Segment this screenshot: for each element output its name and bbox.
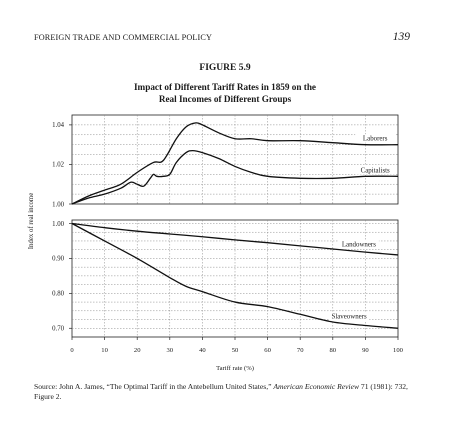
lower-y-tick-label: 1.00 [52, 221, 64, 228]
upper-y-tick-label: 1.04 [52, 122, 64, 129]
x-tick-label: 70 [297, 347, 304, 354]
source-journal: American Economic Review [273, 382, 360, 391]
x-tick-label: 20 [134, 347, 141, 354]
series-label-bg-landowners [338, 240, 379, 249]
series-label-landowners: Landowners [342, 242, 376, 249]
series-line-slaveowners [71, 222, 399, 329]
source-note: Source: John A. James, “The Optimal Tari… [34, 382, 419, 402]
running-head: FOREIGN TRADE AND COMMERCIAL POLICY [34, 33, 213, 42]
lower-y-tick-label: 0.70 [52, 326, 64, 333]
page-number: 139 [392, 31, 410, 43]
page-header: FOREIGN TRADE AND COMMERCIAL POLICY 139 [34, 31, 410, 47]
upper-y-tick-label: 1.00 [52, 201, 64, 208]
x-tick-label: 80 [330, 347, 337, 354]
x-tick-label: 40 [199, 347, 206, 354]
series-label-slaveowners: Slaveowners [331, 314, 367, 321]
x-tick-label: 10 [101, 347, 108, 354]
source-suffix: 71 (1981): 732, Figure 2. [34, 382, 408, 401]
series-line-laborers [71, 122, 399, 205]
figure-label: FIGURE 5.9 [199, 63, 251, 73]
lower-y-tick-label: 0.90 [52, 256, 64, 263]
figure-title: Impact of Different Tariff Rates in 1859… [0, 82, 450, 105]
x-tick-label: 90 [362, 347, 369, 354]
x-tick-label: 30 [167, 347, 174, 354]
figure-title-line-2: Real Incomes of Different Groups [158, 93, 292, 104]
series-label-bg-laborers [355, 134, 396, 143]
series-line-capitalists [71, 149, 399, 205]
series-label-laborers: Laborers [363, 136, 388, 143]
series-label-bg-capitalists [355, 165, 396, 175]
x-tick-label: 100 [393, 347, 404, 354]
upper-y-tick-label: 1.02 [52, 162, 64, 169]
x-tick-label: 0 [70, 347, 74, 354]
y-axis-label: Index of real income [28, 193, 35, 249]
lower-y-tick-label: 0.80 [52, 291, 64, 298]
series-label-bg-slaveowners [329, 312, 370, 321]
x-tick-label: 50 [232, 347, 239, 354]
figure-title-line-1: Impact of Different Tariff Rates in 1859… [133, 82, 317, 92]
series-label-capitalists: Capitalists [361, 167, 390, 174]
x-axis-label: Tariff rate (%) [216, 365, 254, 372]
x-tick-label: 60 [264, 347, 271, 354]
source-prefix: Source: John A. James, “The Optimal Tari… [34, 382, 274, 391]
series-line-landowners [71, 222, 399, 256]
